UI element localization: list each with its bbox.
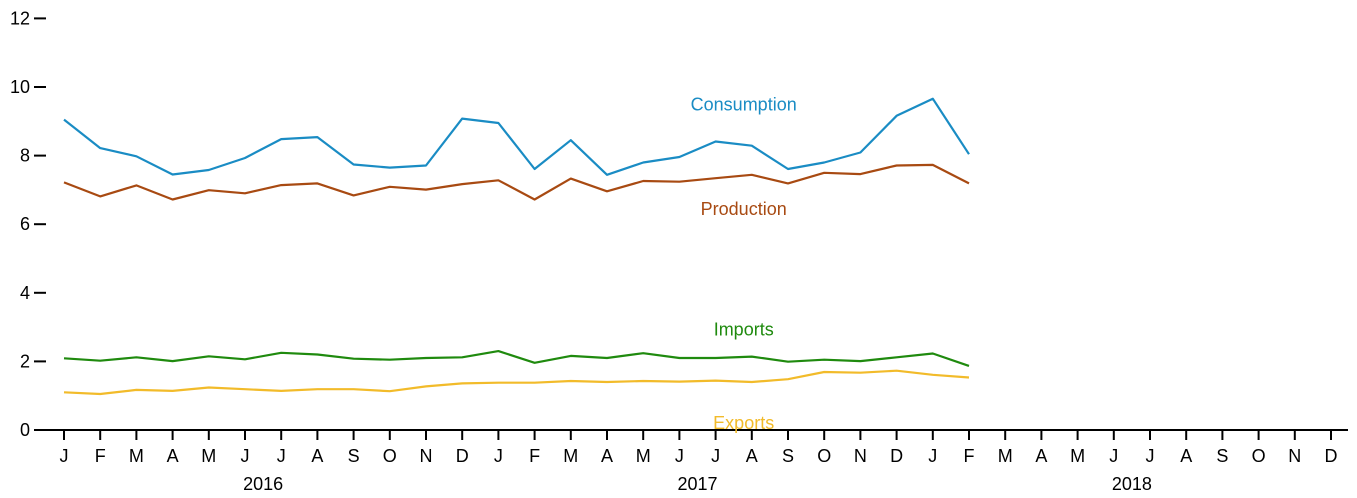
- x-tick-label: J: [928, 446, 937, 466]
- x-tick-label: D: [890, 446, 903, 466]
- y-tick-label: 12: [10, 8, 30, 28]
- x-tick-label: J: [277, 446, 286, 466]
- x-tick-label: J: [1146, 446, 1155, 466]
- x-tick-label: F: [529, 446, 540, 466]
- x-tick-label: D: [456, 446, 469, 466]
- y-axis: 0 2 4 6 8 10 12: [10, 8, 46, 440]
- series-label-imports: Imports: [714, 320, 774, 340]
- y-tick-label: 8: [20, 146, 30, 166]
- x-tick-label: J: [60, 446, 69, 466]
- x-tick-label: M: [998, 446, 1013, 466]
- y-tick-label: 0: [20, 420, 30, 440]
- x-axis: J F M A M J J A S O N D J F M A M J J A S O N D J F M A M J J A S O N D 2016…: [34, 429, 1348, 494]
- x-tick-label: O: [817, 446, 831, 466]
- x-tick-label: N: [420, 446, 433, 466]
- x-tick-label: J: [241, 446, 250, 466]
- x-tick-label: S: [1216, 446, 1228, 466]
- x-tick-label: N: [854, 446, 867, 466]
- x-tick-label: F: [95, 446, 106, 466]
- y-tick-label: 10: [10, 77, 30, 97]
- x-tick-label: D: [1325, 446, 1338, 466]
- series-line-exports: [63, 369, 970, 396]
- x-tick-label: M: [636, 446, 651, 466]
- series-labels: Consumption Production Imports Exports: [691, 95, 797, 433]
- x-tick-label: J: [675, 446, 684, 466]
- y-tick-label: 6: [20, 214, 30, 234]
- x-tick-label: O: [383, 446, 397, 466]
- x-tick-label: A: [167, 446, 179, 466]
- x-tick-label: J: [1109, 446, 1118, 466]
- x-tick-label: A: [746, 446, 758, 466]
- series-line-consumption: [63, 97, 970, 176]
- x-tick-label: A: [1180, 446, 1192, 466]
- series-group: [63, 97, 970, 396]
- series-label-exports: Exports: [713, 413, 774, 433]
- x-tick-label: A: [311, 446, 323, 466]
- series-line-imports: [63, 350, 970, 367]
- x-tick-label: M: [1070, 446, 1085, 466]
- x-tick-label: O: [1252, 446, 1266, 466]
- series-label-production: Production: [701, 199, 787, 219]
- y-tick-label: 2: [20, 351, 30, 371]
- x-tick-label: S: [348, 446, 360, 466]
- x-tick-label: N: [1288, 446, 1301, 466]
- series-label-consumption: Consumption: [691, 95, 797, 115]
- x-tick-label: S: [782, 446, 794, 466]
- x-tick-label: J: [494, 446, 503, 466]
- x-tick-label: M: [563, 446, 578, 466]
- x-year-label: 2018: [1112, 474, 1152, 494]
- x-tick-label: A: [601, 446, 613, 466]
- x-tick-label: A: [1035, 446, 1047, 466]
- x-tick-label: F: [964, 446, 975, 466]
- x-year-label: 2017: [677, 474, 717, 494]
- x-year-label: 2016: [243, 474, 283, 494]
- x-tick-label: M: [201, 446, 216, 466]
- y-tick-label: 4: [20, 283, 30, 303]
- x-tick-label: J: [711, 446, 720, 466]
- series-line-production: [63, 163, 970, 201]
- x-tick-label: M: [129, 446, 144, 466]
